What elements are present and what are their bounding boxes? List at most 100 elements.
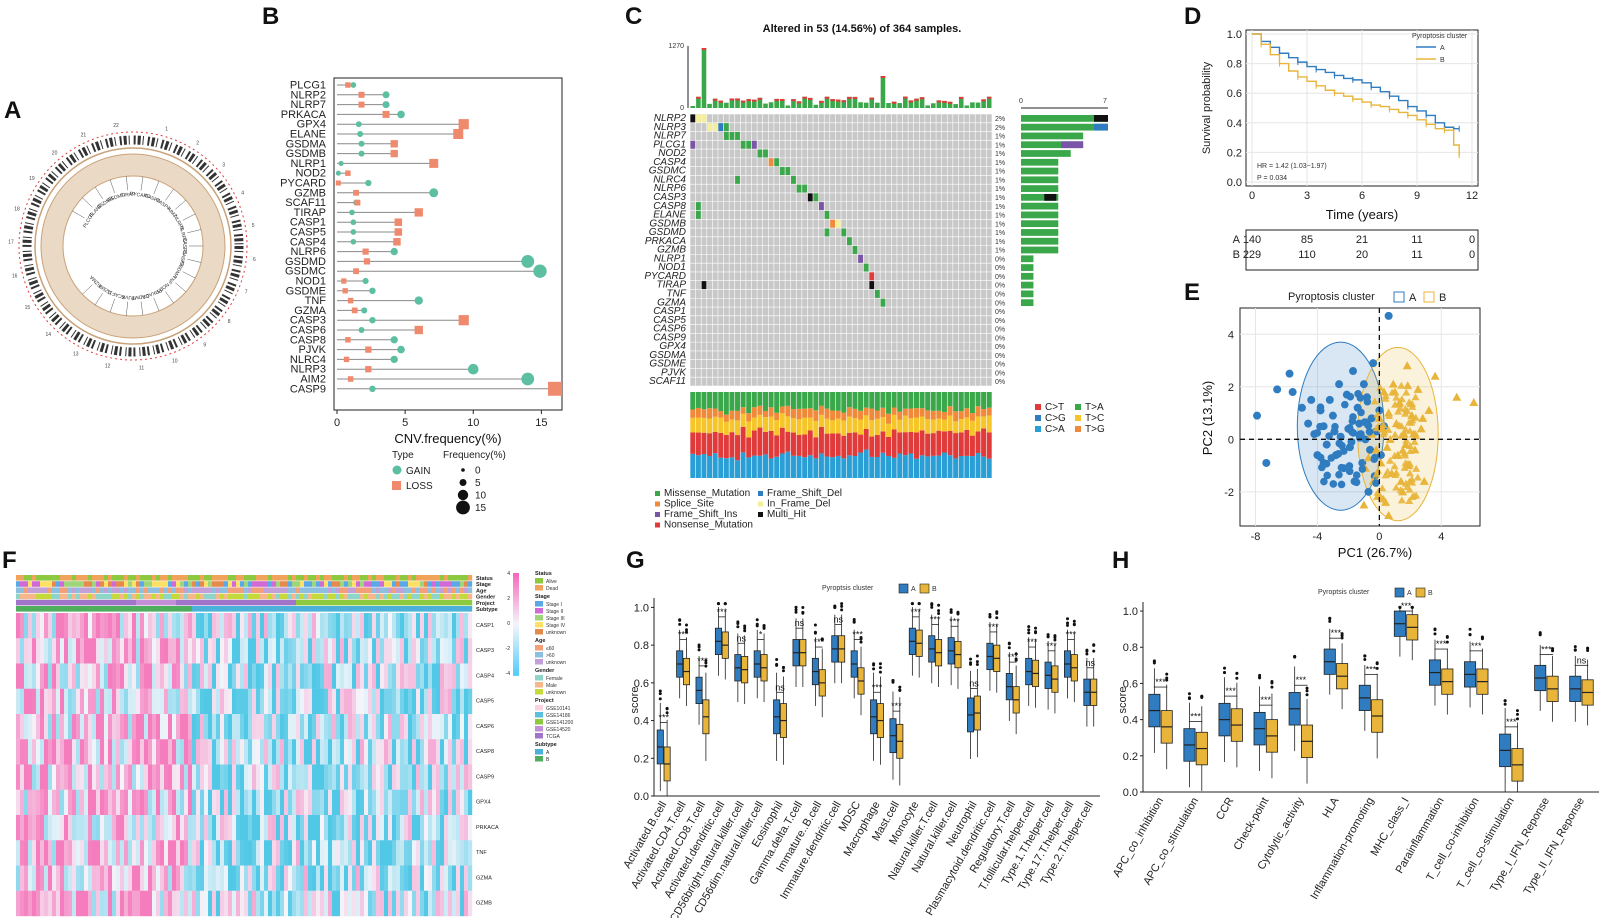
chromosome-number: 1 (165, 127, 168, 133)
y-tick-label: 0.0 (634, 791, 649, 803)
heatmap-cell (68, 789, 73, 816)
heatmap-cell (128, 638, 133, 664)
annotation-cell (88, 593, 93, 600)
sig-label: *** (1541, 644, 1552, 654)
heatmap-cell (416, 714, 421, 740)
loss-point (358, 101, 365, 108)
heatmap-cell (328, 688, 333, 715)
heatmap-cell (152, 688, 157, 715)
annotation-cell (200, 606, 205, 612)
annotation-cell (432, 599, 437, 606)
heatmap-cell (292, 865, 297, 891)
annotation-cell (100, 581, 105, 587)
titv-segment (818, 427, 824, 454)
titv-segment (891, 392, 897, 408)
legend-gain-marker (392, 465, 402, 475)
heatmap-cell (156, 663, 161, 689)
g-y-label: score (629, 687, 641, 714)
tmb-bar-top (981, 99, 986, 102)
heatmap-cell (452, 815, 457, 841)
mutation-cell (785, 167, 791, 176)
heatmap-cell (84, 789, 89, 816)
annotation-cell (376, 575, 381, 581)
titv-segment (981, 428, 987, 457)
box-outlier (898, 685, 902, 689)
titv-segment (746, 413, 752, 422)
annotation-cell (440, 575, 445, 581)
loss-point (335, 180, 341, 186)
heatmap-cell (376, 688, 381, 715)
pca-point-a (1349, 367, 1358, 376)
heatmap-cell (164, 840, 169, 866)
heatmap-cell (448, 890, 453, 917)
heatmap-cell (448, 739, 453, 765)
annotation-cell (292, 606, 297, 612)
annotation-cell (396, 587, 401, 593)
box-outlier (840, 602, 844, 606)
heatmap-cell (216, 714, 221, 740)
panel-label-f: F (2, 547, 17, 574)
heatmap-cell (204, 815, 209, 841)
heatmap-cell (388, 714, 393, 740)
annotation-cell (196, 581, 201, 587)
heatmap-cell (416, 688, 421, 715)
annotation-cell (196, 606, 201, 612)
heatmap-cell (392, 688, 397, 715)
annotation-cell (468, 581, 473, 587)
annotation-label: Subtype (476, 607, 498, 613)
titv-segment (858, 392, 864, 411)
heatmap-cell (380, 890, 385, 917)
titv-segment (902, 415, 908, 433)
heatmap-cell (296, 890, 301, 917)
titv-segment (835, 433, 841, 456)
sig-label: *** (911, 607, 922, 617)
heatmap-cell (364, 764, 369, 790)
heatmap-cell (208, 613, 213, 639)
annotation-cell (448, 581, 453, 587)
pca-point-a (1363, 397, 1372, 406)
annotation-cell (84, 606, 89, 612)
heatmap-cell (40, 865, 45, 891)
heatmap-cell (76, 613, 81, 639)
annotation-cell (304, 593, 309, 600)
heatmap-cell (288, 613, 293, 639)
heatmap-cell (368, 789, 373, 816)
heatmap-cell (120, 764, 125, 790)
annotation-cell (196, 599, 201, 606)
tmb-bar-top (791, 99, 796, 102)
titv-segment (690, 432, 696, 454)
km-x-tick: 3 (1304, 190, 1310, 202)
titv-segment (902, 392, 908, 409)
heatmap-cell (432, 764, 437, 790)
legend-item-label: TCGA (546, 734, 561, 740)
heatmap-cell (436, 789, 441, 816)
pca-point-b (1401, 479, 1410, 487)
heatmap-cell (308, 865, 313, 891)
pca-point-b (1452, 392, 1462, 401)
annotation-cell (364, 599, 369, 606)
heatmap-cell (184, 739, 189, 765)
box-outlier (969, 657, 973, 661)
box-outlier (775, 663, 779, 667)
heatmap-cell (464, 865, 469, 891)
heatmap-cell (136, 865, 141, 891)
heatmap-cell (108, 714, 113, 740)
heatmap-cell (184, 764, 189, 790)
heatmap-cell (216, 739, 221, 765)
gain-point (357, 131, 364, 137)
heatmap-cell (144, 815, 149, 841)
heatmap-cell (152, 890, 157, 917)
heatmap-cell (64, 789, 69, 816)
risk-value: 11 (1411, 249, 1422, 261)
tmb-bar (746, 99, 752, 108)
scale-label: 2 (507, 596, 510, 602)
titv-segment (751, 430, 757, 456)
heatmap-cell (56, 714, 61, 740)
heatmap-cell (436, 638, 441, 664)
titv-segment (774, 412, 780, 421)
annotation-cell (368, 581, 373, 587)
heatmap-cell (408, 865, 413, 891)
pca-point-a (1364, 487, 1373, 496)
heatmap-cell (464, 688, 469, 715)
heatmap-cell (252, 638, 257, 664)
